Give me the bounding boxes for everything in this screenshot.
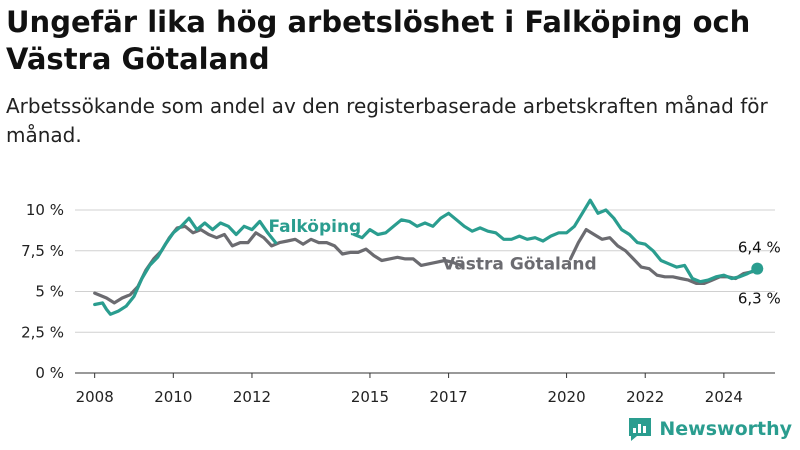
gridlines: [75, 209, 775, 374]
chart-title: Ungefär lika hög arbetslöshet i Falköpin…: [6, 5, 751, 76]
x-tick-label: 2010: [154, 388, 192, 406]
series-line-falk-ping: [352, 198, 759, 284]
chart-logo-icon: [629, 418, 652, 441]
series-labels: 6,4 % 6,3 % Falköping Västra Götaland: [269, 217, 781, 307]
end-value-label: 6,3 %: [738, 289, 781, 307]
endpoint-marker: [751, 262, 764, 275]
y-tick-label: 2,5 %: [21, 323, 64, 341]
series-line-falk-ping: [93, 216, 278, 316]
brand-logo[interactable]: Newsworthy: [627, 416, 792, 442]
end-value-label: 6,4 %: [738, 239, 781, 257]
x-tick-label: 2022: [626, 388, 664, 406]
series-label: Västra Götaland: [442, 254, 597, 274]
brand-name: Newsworthy: [659, 418, 792, 440]
chart-subtitle: Arbetssökande som andel av den registerb…: [6, 94, 768, 147]
axes: 0 % 2,5 % 5 % 7,5 % 10 % 2008 2010 2012 2015 2017…: [21, 201, 743, 406]
x-tick-label: 2017: [430, 388, 468, 406]
y-tick-label: 10 %: [26, 201, 64, 219]
x-tick-label: 2024: [705, 388, 743, 406]
x-tick-label: 2012: [233, 388, 271, 406]
series-label: Falköping: [269, 217, 362, 237]
x-tick-label: 2020: [547, 388, 585, 406]
series-lines: [93, 198, 764, 316]
y-tick-label: 5 %: [35, 283, 64, 301]
y-tick-label: 0 %: [35, 364, 64, 382]
x-tick-label: 2015: [351, 388, 389, 406]
y-tick-label: 7,5 %: [21, 242, 64, 260]
series-line-v-stra-g-taland: [568, 228, 759, 285]
x-tick-label: 2008: [76, 388, 114, 406]
